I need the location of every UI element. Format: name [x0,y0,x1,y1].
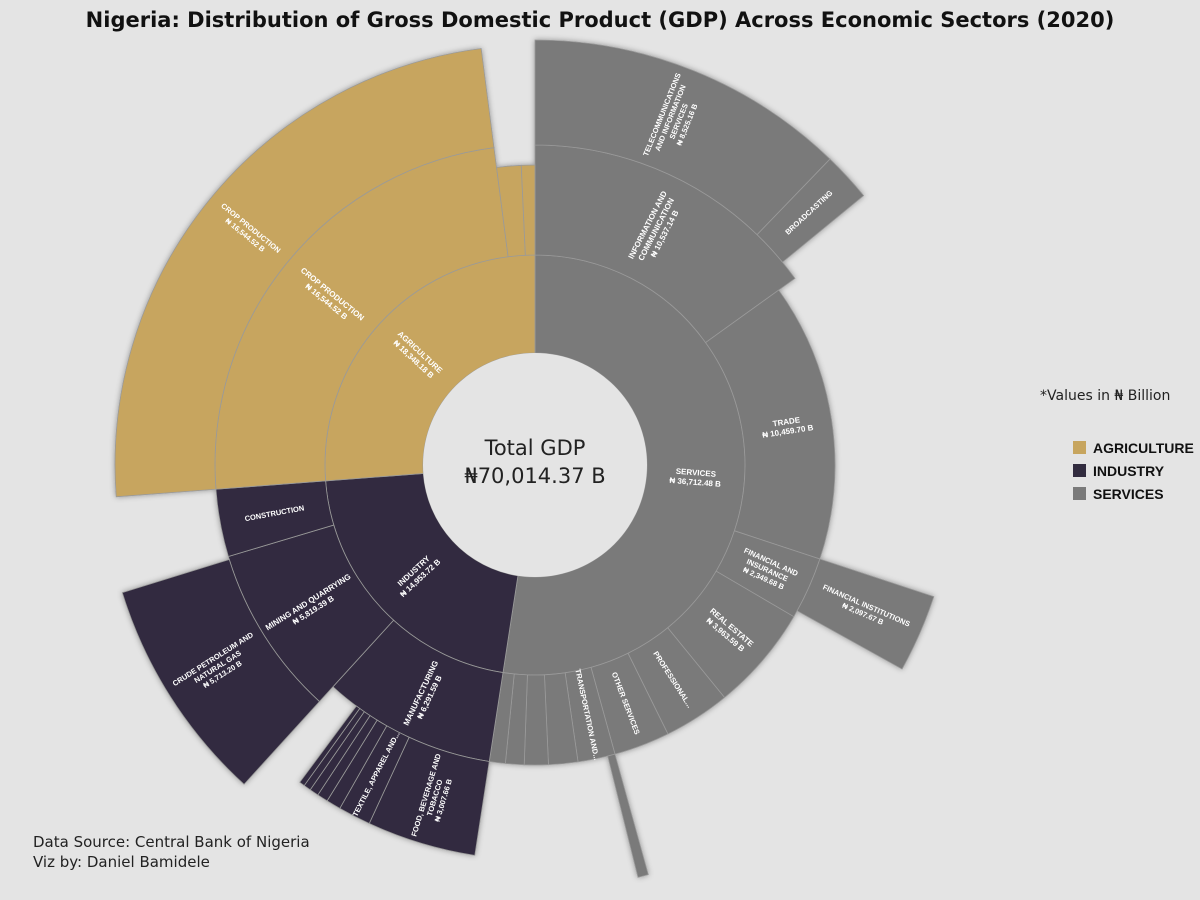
author-credit: Viz by: Daniel Bamidele [33,853,210,871]
center-total-label: Total GDP [484,436,586,460]
sunburst-segment-other-minor-2[interactable] [523,674,549,766]
legend-item-agriculture: AGRICULTURE [1073,436,1194,459]
chart-title: Nigeria: Distribution of Gross Domestic … [85,8,1115,32]
units-note: *Values in ₦ Billion [1040,388,1171,404]
legend-swatch [1073,464,1086,477]
sunburst-segment-transportation-and-sub-0[interactable] [607,753,649,878]
legend-item-industry: INDUSTRY [1073,459,1194,482]
sunburst-segment-crop-production-sub-0[interactable] [114,48,495,498]
legend-item-services: SERVICES [1073,482,1194,505]
center-total: Total GDP ₦70,014.37 B [435,434,635,490]
legend-label: INDUSTRY [1093,462,1165,479]
segment-label-services: SERVICES₦ 36,712.48 B [669,466,722,489]
legend-swatch [1073,441,1086,454]
center-total-value: ₦70,014.37 B [464,464,606,488]
sunburst-segment-agri-minor-2[interactable] [520,164,536,256]
legend: AGRICULTURE INDUSTRY SERVICES [1073,436,1194,505]
data-source: Data Source: Central Bank of Nigeria [33,833,310,851]
center-hole [423,353,647,577]
legend-label: SERVICES [1093,485,1164,502]
sunburst-segment-mining-and-quarrying-sub-0[interactable] [121,559,321,785]
credits: Data Source: Central Bank of Nigeria Viz… [33,832,310,872]
sunburst-segment-information-and-communication-sub-1[interactable] [756,158,865,263]
sunburst-segment-manufacturing-sub-6[interactable] [299,705,361,787]
legend-swatch [1073,487,1086,500]
legend-label: AGRICULTURE [1093,439,1194,456]
sunburst-segment-financial-and-insurance-sub-0[interactable] [796,558,935,670]
